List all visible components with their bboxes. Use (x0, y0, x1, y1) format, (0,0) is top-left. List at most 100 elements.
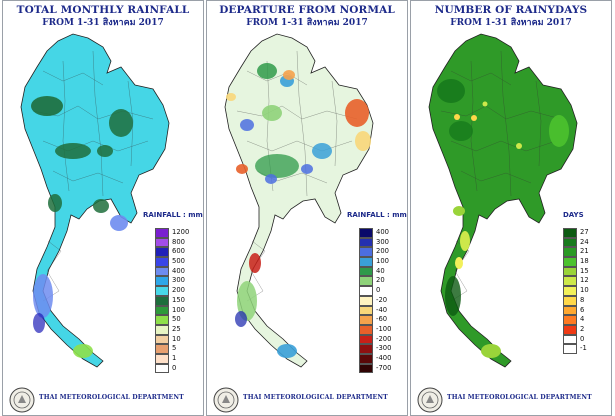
legend-row: 500 (155, 257, 201, 267)
legend-row: 50 (155, 315, 201, 325)
legend-swatch (155, 353, 169, 364)
legend-row: 27 (563, 228, 609, 238)
legend-label: 18 (580, 257, 589, 266)
legend-label: 1 (172, 353, 177, 362)
legend-swatch (155, 295, 169, 306)
legend-swatch (359, 344, 373, 354)
legend-row: 100 (359, 257, 405, 267)
legend-row: 24 (563, 237, 609, 248)
legend-swatch (563, 257, 577, 267)
legend-swatch (563, 295, 577, 306)
thailand-map (20, 33, 170, 368)
thailand-map (224, 33, 374, 368)
legend-label: 600 (172, 247, 185, 256)
legend-label: 6 (580, 305, 585, 314)
legend-row: -20 (359, 295, 405, 306)
legend-swatch (563, 276, 577, 287)
legend-label: 300 (172, 276, 185, 285)
legend-row: -700 (359, 363, 405, 374)
rainfall-patches (31, 96, 133, 358)
legend-label: 10 (580, 286, 589, 295)
legend-row: 200 (155, 286, 201, 296)
legend-label: 400 (172, 266, 185, 275)
legend-swatch (155, 344, 169, 354)
legend-unit-label: RAINFALL : mm. (143, 211, 204, 219)
legend-row: 1 (155, 353, 201, 364)
legend-row: 0 (563, 334, 609, 345)
legend-row: 10 (155, 334, 201, 345)
legend-label: -300 (376, 344, 392, 353)
legend-label: 1200 (172, 228, 190, 236)
legend-swatch (155, 324, 169, 335)
department-label: THAI METEOROLOGICAL DEPARTMENT (39, 394, 184, 401)
legend-label: 27 (580, 228, 589, 236)
legend-label: 8 (580, 295, 585, 304)
legend-swatch (359, 334, 373, 345)
legend-row: 25 (155, 324, 201, 335)
legend-label: 40 (376, 266, 385, 275)
legend-label: 300 (376, 237, 389, 246)
legend-label: 20 (376, 276, 385, 285)
legend-row: 40 (359, 266, 405, 277)
thailand-outline (20, 33, 170, 368)
legend-swatch (359, 286, 373, 296)
legend-unit-label: DAYS (563, 211, 584, 219)
legend-label: 25 (172, 324, 181, 333)
legend-swatch (359, 295, 373, 306)
legend-row: 800 (155, 237, 201, 248)
panel-subtitle: FROM 1-31 สิงหาคม 2017 (450, 18, 572, 28)
legend-label: 150 (172, 295, 185, 304)
legend-label: 50 (172, 315, 181, 324)
legend-row: 8 (563, 295, 609, 306)
legend-label: 5 (172, 344, 177, 353)
legend-label: 100 (376, 257, 389, 266)
thailand-map (428, 33, 578, 368)
legend-swatch (359, 315, 373, 325)
legend-label: -20 (376, 295, 388, 304)
legend-row: 10 (563, 286, 609, 296)
legend-swatch (563, 324, 577, 335)
legend-swatch (155, 266, 169, 277)
legend-label: 15 (580, 266, 589, 275)
legend-row: 600 (155, 247, 201, 258)
legend-swatch (155, 363, 169, 374)
panel-departure-from-normal: DEPARTURE FROM NORMAL FROM 1-31 สิงหาคม … (206, 0, 408, 416)
legend-row: 15 (563, 266, 609, 277)
legend-label: 200 (172, 286, 185, 295)
departure-patches (226, 63, 371, 358)
legend-swatch (359, 324, 373, 335)
legend-label: -200 (376, 334, 392, 343)
legend-row: 1200 (155, 228, 201, 238)
legend-row: 20 (359, 276, 405, 287)
panel-number-of-rainydays: NUMBER OF RAINYDAYS FROM 1-31 สิงหาคม 20… (410, 0, 612, 416)
legend-swatch (563, 247, 577, 258)
legend-row: 0 (359, 286, 405, 296)
legend-swatch (155, 247, 169, 258)
legend-row: 100 (155, 305, 201, 316)
legend-row: 400 (155, 266, 201, 277)
legend-label: 800 (172, 237, 185, 246)
legend-row: 18 (563, 257, 609, 267)
legend-row: 0 (155, 363, 201, 374)
legend-swatch (563, 344, 577, 354)
legend: 27 24 21 18 15 12 10 8 6 4 2 0 -1 (563, 228, 609, 354)
legend-row: 2 (563, 324, 609, 335)
legend-label: 500 (172, 257, 185, 266)
legend-label: 21 (580, 247, 589, 256)
panel-title: DEPARTURE FROM NORMAL (219, 4, 395, 16)
department-seal-icon (213, 387, 239, 413)
legend-row: 200 (359, 247, 405, 258)
legend-swatch (155, 286, 169, 296)
department-seal-icon (9, 387, 35, 413)
legend-row: 12 (563, 276, 609, 287)
legend-row: 5 (155, 344, 201, 354)
legend-label: 0 (172, 363, 177, 372)
panel-title: NUMBER OF RAINYDAYS (434, 4, 588, 16)
rainyday-patches (437, 79, 569, 358)
legend-label: 12 (580, 276, 589, 285)
panel-subtitle: FROM 1-31 สิงหาคม 2017 (42, 18, 164, 28)
legend-row: 300 (359, 237, 405, 248)
legend-row: 6 (563, 305, 609, 316)
panel-subtitle: FROM 1-31 สิงหาคม 2017 (246, 18, 368, 28)
